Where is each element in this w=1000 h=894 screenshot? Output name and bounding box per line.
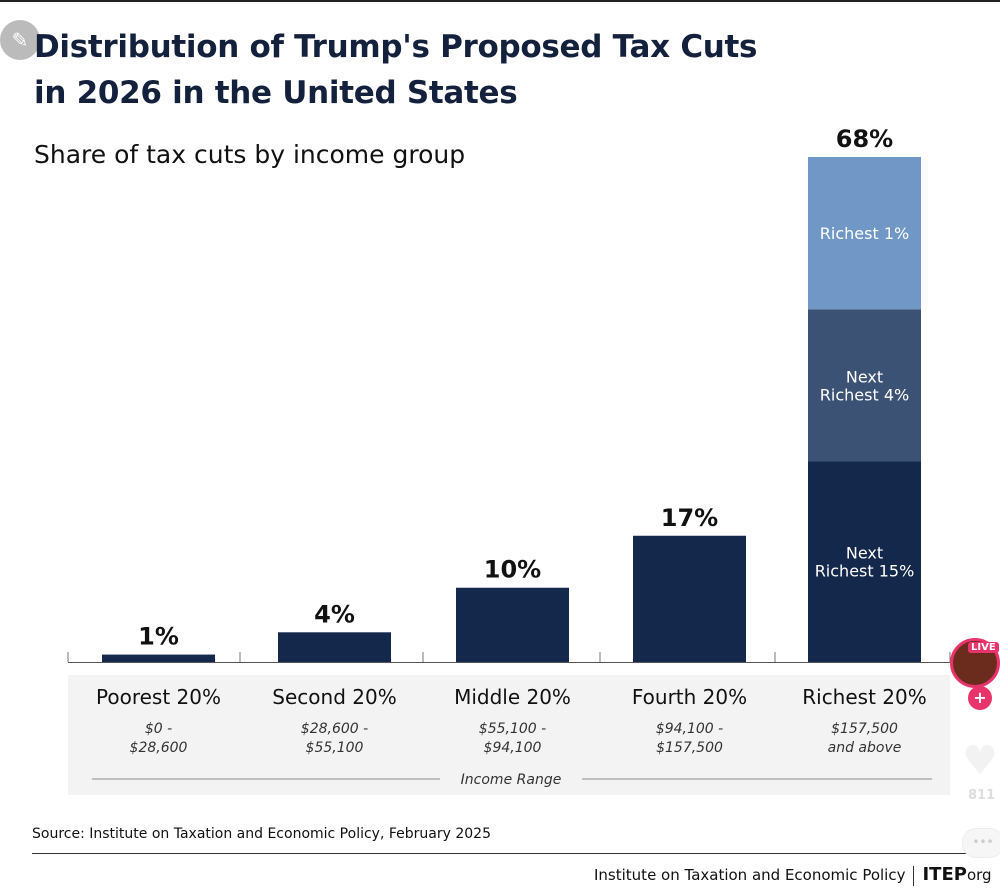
follow-plus-icon[interactable]: + [968,686,992,710]
bar [278,632,391,662]
footer-brand-suffix: org [966,866,992,884]
comment-icon[interactable]: ••• [962,828,1000,858]
category-label: Fourth 20% [632,685,747,709]
edit-pencil-icon[interactable]: ✎ [0,20,40,60]
x-axis-title: Income Range [461,772,562,788]
income-range-label: $157,500 [656,740,723,756]
income-range-label: $28,600 - [301,721,368,737]
footer: Institute on Taxation and Economic Polic… [594,864,992,886]
title-line-2: in 2026 in the United States [34,75,518,111]
category-label-panel [68,675,950,795]
bar [456,587,569,662]
bar-segment [808,461,921,662]
divider [32,853,972,854]
bar [633,535,746,662]
income-range-label: $0 - [145,721,172,737]
income-range-label: and above [828,740,902,756]
chart-title: Distribution of Trump's Proposed Tax Cut… [34,24,758,116]
heart-icon[interactable]: ♥ [962,738,998,784]
segment-label: Richest 15% [815,562,915,581]
category-label: Second 20% [272,685,396,709]
data-label: 68% [836,125,893,153]
income-range-label: $55,100 [306,740,364,756]
bar [102,654,215,662]
category-label: Poorest 20% [96,685,221,709]
title-line-1: Distribution of Trump's Proposed Tax Cut… [34,29,758,65]
segment-label: Richest 1% [820,224,909,243]
source-note: Source: Institute on Taxation and Econom… [32,826,491,842]
segment-label: Next [846,544,883,563]
segment-label: Next [846,367,883,386]
data-label: 4% [314,600,355,628]
chart-subtitle: Share of tax cuts by income group [34,140,466,169]
data-label: 17% [661,504,718,532]
income-range-label: $157,500 [831,721,898,737]
live-badge: LIVE [968,642,999,653]
category-label: Middle 20% [454,685,571,709]
footer-brand: ITEP [922,864,967,885]
income-range-label: $55,100 - [479,721,546,737]
income-range-label: $94,100 [484,740,542,756]
footer-org: Institute on Taxation and Economic Polic… [594,866,906,884]
data-label: 1% [138,623,179,651]
segment-label: Richest 4% [820,385,909,404]
bar-segment [808,157,921,310]
data-label: 10% [484,556,541,584]
income-range-label: $28,600 [130,740,188,756]
like-count: 811 [968,788,996,803]
category-label: Richest 20% [802,685,927,709]
bar-segment [808,309,921,462]
income-range-label: $94,100 - [656,721,723,737]
top-border [0,0,1000,2]
